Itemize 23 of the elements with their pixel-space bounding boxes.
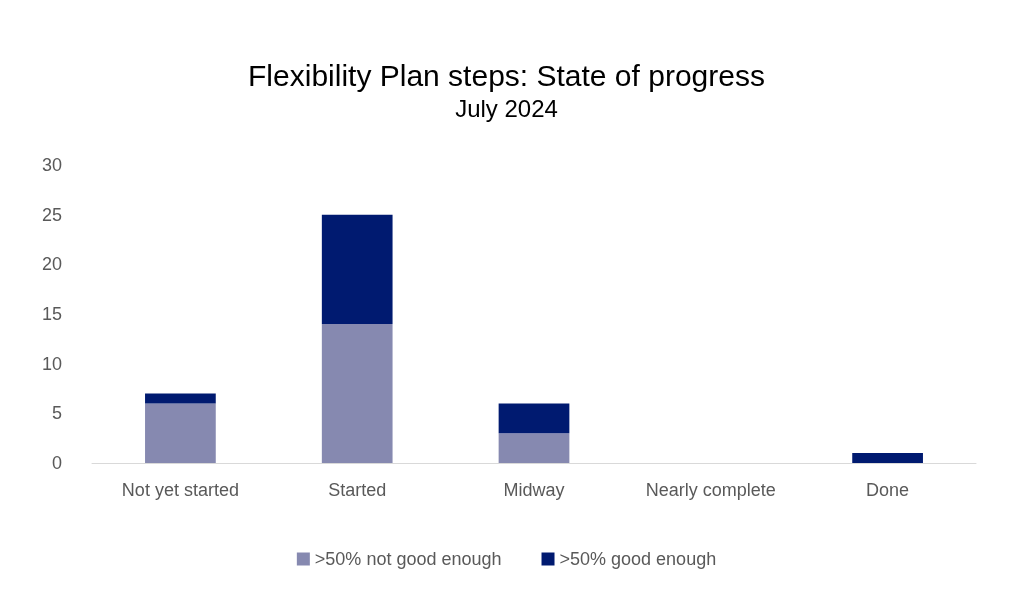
bar xyxy=(498,433,570,463)
x-tick-label: Done xyxy=(866,480,910,500)
legend-label: >50% not good enough xyxy=(314,549,502,569)
y-tick-label: 30 xyxy=(41,155,62,175)
x-tick-label: Started xyxy=(328,480,387,500)
bar xyxy=(852,453,923,463)
x-tick-label: Nearly complete xyxy=(645,480,776,500)
chart-title: Flexibility Plan steps: State of progress xyxy=(248,58,765,92)
y-tick-label: 0 xyxy=(51,453,62,473)
bar xyxy=(145,393,216,404)
bar xyxy=(321,323,393,463)
y-tick-label: 20 xyxy=(41,254,62,275)
bar xyxy=(321,214,393,324)
bar xyxy=(145,403,216,463)
y-tick-label: 10 xyxy=(41,353,62,374)
bar xyxy=(498,403,570,434)
legend-label: >50% good enough xyxy=(559,549,717,569)
chart-subtitle: July 2024 xyxy=(455,94,558,122)
x-tick-label: Not yet started xyxy=(121,480,239,500)
y-tick-label: 5 xyxy=(51,403,62,424)
x-tick-label: Midway xyxy=(503,480,565,500)
y-tick-label: 25 xyxy=(41,204,62,225)
y-tick-label: 15 xyxy=(41,304,62,324)
